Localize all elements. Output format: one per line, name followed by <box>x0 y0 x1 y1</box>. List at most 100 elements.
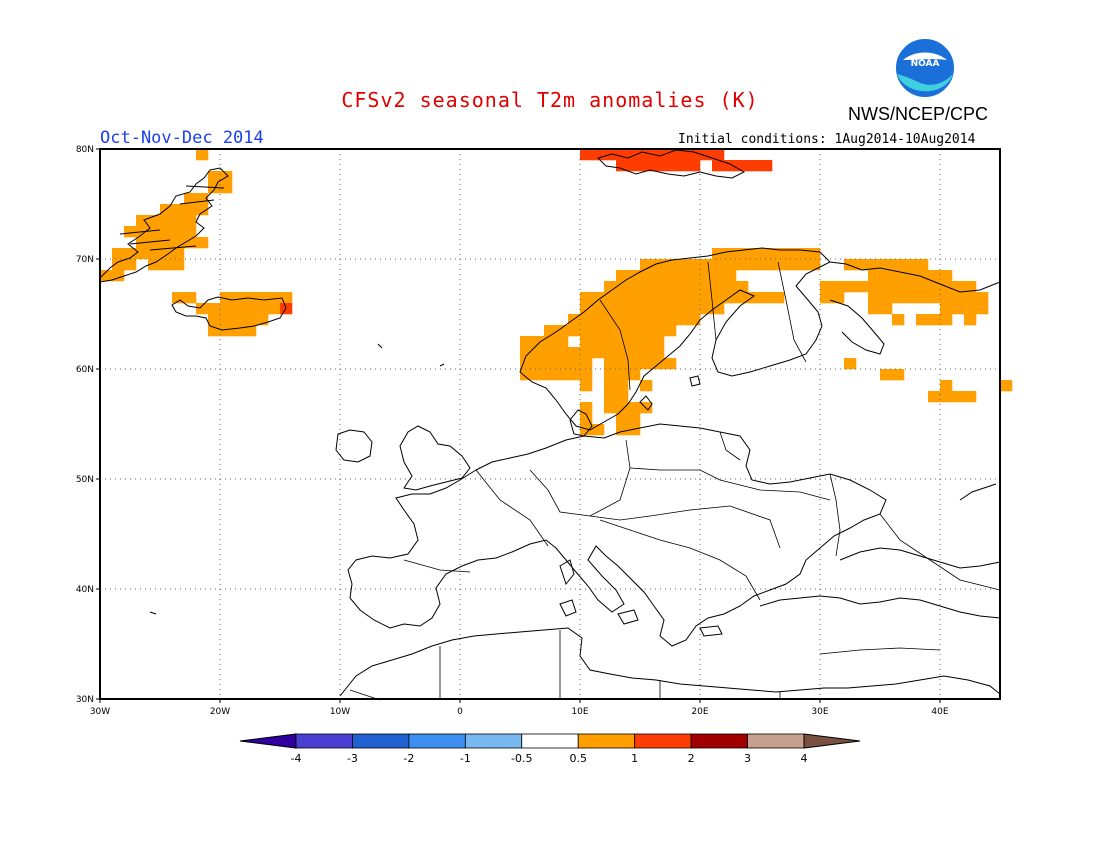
anomaly-cell <box>676 160 689 172</box>
anomaly-cell <box>652 270 665 282</box>
anomaly-cell <box>184 226 197 238</box>
anomaly-cell <box>736 292 749 304</box>
coast-caspian <box>959 483 997 501</box>
chart-title: CFSv2 seasonal T2m anomalies (K) <box>341 88 759 112</box>
lat-tick-label: 30N <box>76 695 94 705</box>
anomaly-cell <box>280 292 293 304</box>
anomaly-cell <box>148 259 161 271</box>
anomaly-cells <box>100 149 1013 436</box>
anomaly-cell <box>796 248 809 260</box>
border-norway-sweden <box>599 299 631 391</box>
anomaly-cell <box>556 336 569 348</box>
colorbar-bin <box>295 733 353 749</box>
noaa-logo: NOAA <box>894 37 956 99</box>
anomaly-cell <box>556 325 569 337</box>
border-sweden-finland <box>707 261 717 341</box>
anomaly-cell <box>928 281 941 293</box>
anomaly-cell <box>904 281 917 293</box>
anomaly-cell <box>772 292 785 304</box>
anomaly-cell <box>628 160 641 172</box>
anomaly-cell <box>676 270 689 282</box>
anomaly-cell <box>640 149 653 161</box>
anomaly-cell <box>616 402 629 414</box>
anomaly-cell <box>880 270 893 282</box>
anomaly-cell <box>664 270 677 282</box>
anomaly-cell <box>184 193 197 205</box>
anomaly-cell <box>688 149 701 161</box>
anomaly-cell <box>652 347 665 359</box>
anomaly-cell <box>940 380 953 392</box>
anomaly-cell <box>544 336 557 348</box>
anomaly-cell <box>844 281 857 293</box>
coast-scandinavia <box>519 247 831 431</box>
anomaly-cell <box>700 303 713 315</box>
anomaly-cell <box>676 281 689 293</box>
lon-tick-label: 20E <box>691 707 708 717</box>
anomaly-cell <box>712 259 725 271</box>
anomaly-cell <box>580 347 593 359</box>
coast-greenland-fjords <box>119 185 225 251</box>
anomaly-cell <box>640 347 653 359</box>
anomaly-cell <box>616 281 629 293</box>
anomaly-cell <box>628 303 641 315</box>
anomaly-cell <box>964 303 977 315</box>
anomaly-cell <box>928 391 941 403</box>
coast-continent <box>347 423 887 647</box>
anomaly-cell <box>892 292 905 304</box>
anomaly-cell <box>964 391 977 403</box>
border-poland <box>629 467 721 481</box>
anomaly-cell <box>904 292 917 304</box>
coast-british-isles <box>399 425 471 491</box>
anomaly-cell <box>616 270 629 282</box>
anomaly-cell <box>712 149 725 161</box>
borders <box>349 261 1001 701</box>
anomaly-cell <box>652 149 665 161</box>
anomaly-cell <box>244 314 257 326</box>
lat-tick-label: 60N <box>76 365 94 375</box>
coast-white-sea <box>829 299 885 355</box>
coast-ireland <box>335 429 373 463</box>
anomaly-cell <box>196 193 209 205</box>
colorbar: -4 -3 -2 -1 -0.5 0.5 1 2 3 4 <box>239 733 861 765</box>
anomaly-cell <box>880 292 893 304</box>
anomaly-cell <box>640 270 653 282</box>
anomaly-cell <box>532 358 545 370</box>
border-balkans <box>599 519 761 601</box>
anomaly-cell <box>172 248 185 260</box>
anomaly-cell <box>256 303 269 315</box>
anomaly-cell <box>664 303 677 315</box>
anomaly-cell <box>892 314 905 326</box>
anomaly-cell <box>760 160 773 172</box>
anomaly-cell <box>568 325 581 337</box>
anomaly-cell <box>916 314 929 326</box>
anomaly-cell <box>256 314 269 326</box>
anomaly-cell <box>940 391 953 403</box>
anomaly-cell <box>208 303 221 315</box>
lon-tick-label: 10W <box>330 707 350 717</box>
anomaly-cell <box>616 391 629 403</box>
anomaly-cell <box>172 215 185 227</box>
anomaly-cell <box>868 259 881 271</box>
anomaly-cell <box>616 149 629 161</box>
anomaly-cell <box>688 160 701 172</box>
anomaly-cell <box>172 259 185 271</box>
anomaly-cell <box>172 237 185 249</box>
anomaly-cell <box>172 204 185 216</box>
anomaly-cell <box>976 292 989 304</box>
anomaly-cell <box>628 149 641 161</box>
anomaly-cell <box>724 281 737 293</box>
anomaly-cell <box>568 358 581 370</box>
anomaly-cell <box>604 380 617 392</box>
border-algeria <box>349 646 441 701</box>
anomaly-cell <box>616 325 629 337</box>
anomaly-cell <box>580 413 593 425</box>
border-ukraine-russia <box>829 473 841 557</box>
anomaly-cell <box>880 369 893 381</box>
anomaly-cell <box>136 215 149 227</box>
anomaly-cell <box>712 303 725 315</box>
anomaly-cell <box>892 259 905 271</box>
anomaly-cell <box>196 237 209 249</box>
anomaly-cell <box>712 281 725 293</box>
anomaly-cell <box>748 160 761 172</box>
anomaly-cell <box>652 160 665 172</box>
